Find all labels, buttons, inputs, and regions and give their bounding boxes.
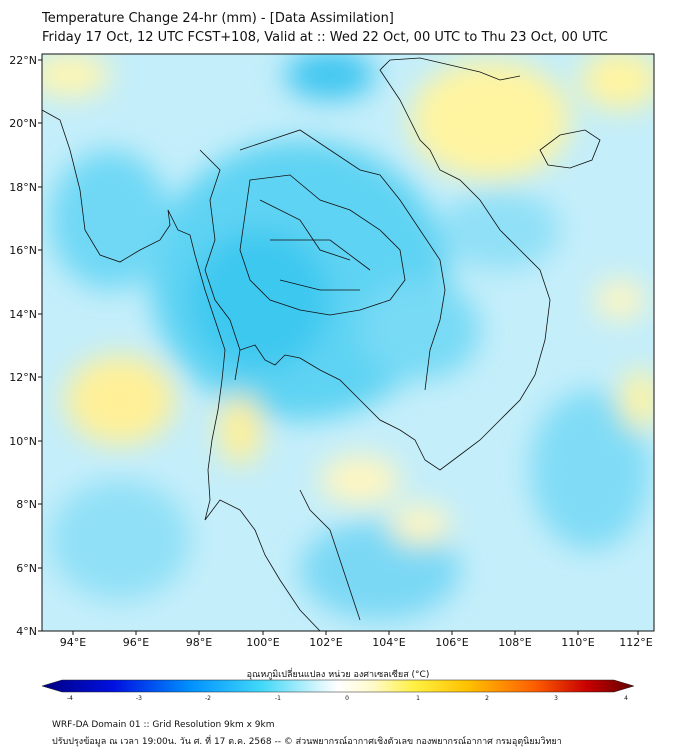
colorbar-tick: 1 <box>416 695 420 702</box>
footer-update-info: ปรับปรุงข้อมูล ณ เวลา 19:00น. วัน ศ. ที่… <box>52 737 562 747</box>
lat-label: 22°N <box>9 54 37 67</box>
coastline-west <box>42 109 226 521</box>
map-title: Temperature Change 24-hr (mm) - [Data As… <box>42 11 394 26</box>
colorbar-tick: 2 <box>485 695 489 702</box>
lat-label: 10°N <box>9 435 37 448</box>
colorbar-tick: 0 <box>345 695 349 702</box>
lat-label: 6°N <box>16 562 37 575</box>
lat-label: 4°N <box>16 625 37 638</box>
thai-provinces <box>239 174 406 316</box>
lat-label: 8°N <box>16 498 37 511</box>
border-thai-laos-cambodia <box>239 129 446 391</box>
lat-labels: 22°N 20°N 18°N 16°N 14°N 12°N 10°N 8°N 6… <box>9 54 37 638</box>
lon-label: 112°E <box>619 636 652 649</box>
lon-label: 110°E <box>561 636 594 649</box>
colorbar: -4 -3 -2 -1 0 1 2 3 4 <box>41 679 635 702</box>
lon-label: 104°E <box>372 636 405 649</box>
lon-label: 100°E <box>246 636 279 649</box>
colorbar-tick: -2 <box>205 695 211 702</box>
lon-labels: 94°E 96°E 98°E 100°E 102°E 104°E 106°E 1… <box>60 636 653 649</box>
temperature-field <box>42 54 654 631</box>
coastline-malay-east <box>299 489 361 621</box>
lon-label: 106°E <box>435 636 468 649</box>
colorbar-tick: 4 <box>624 695 628 702</box>
map-subtitle: Friday 17 Oct, 12 UTC FCST+108, Valid at… <box>42 30 608 45</box>
lat-label: 20°N <box>9 117 37 130</box>
coastline-malay-west <box>204 499 321 631</box>
lat-label: 16°N <box>9 244 37 257</box>
coastline-indochina <box>234 57 551 471</box>
plot-frame <box>41 53 655 632</box>
colorbar-tick: -4 <box>67 695 73 702</box>
lon-label: 108°E <box>498 636 531 649</box>
lon-label: 94°E <box>60 636 86 649</box>
footer-model-info: WRF-DA Domain 01 :: Grid Resolution 9km … <box>52 720 275 730</box>
border-thai-myanmar <box>199 149 241 351</box>
lat-ticks <box>38 59 42 632</box>
colorbar-title: อุณหภูมิเปลี่ยนแปลง หน่วย องศาเซลเซียส (… <box>246 670 430 680</box>
lat-label: 14°N <box>9 308 37 321</box>
lat-label: 12°N <box>9 371 37 384</box>
lon-label: 102°E <box>309 636 342 649</box>
lat-label: 18°N <box>9 181 37 194</box>
colorbar-ticks: -4 -3 -2 -1 0 1 2 3 4 <box>67 695 628 702</box>
colorbar-tick: -3 <box>136 695 142 702</box>
lon-label: 96°E <box>123 636 149 649</box>
lon-label: 98°E <box>186 636 212 649</box>
coastlines-and-borders <box>42 57 601 631</box>
coastline-hainan <box>539 129 601 169</box>
colorbar-tick: 3 <box>554 695 558 702</box>
colorbar-bar <box>41 679 635 693</box>
lon-ticks <box>72 631 639 635</box>
province-lines <box>259 199 371 291</box>
colorbar-tick: -1 <box>275 695 281 702</box>
